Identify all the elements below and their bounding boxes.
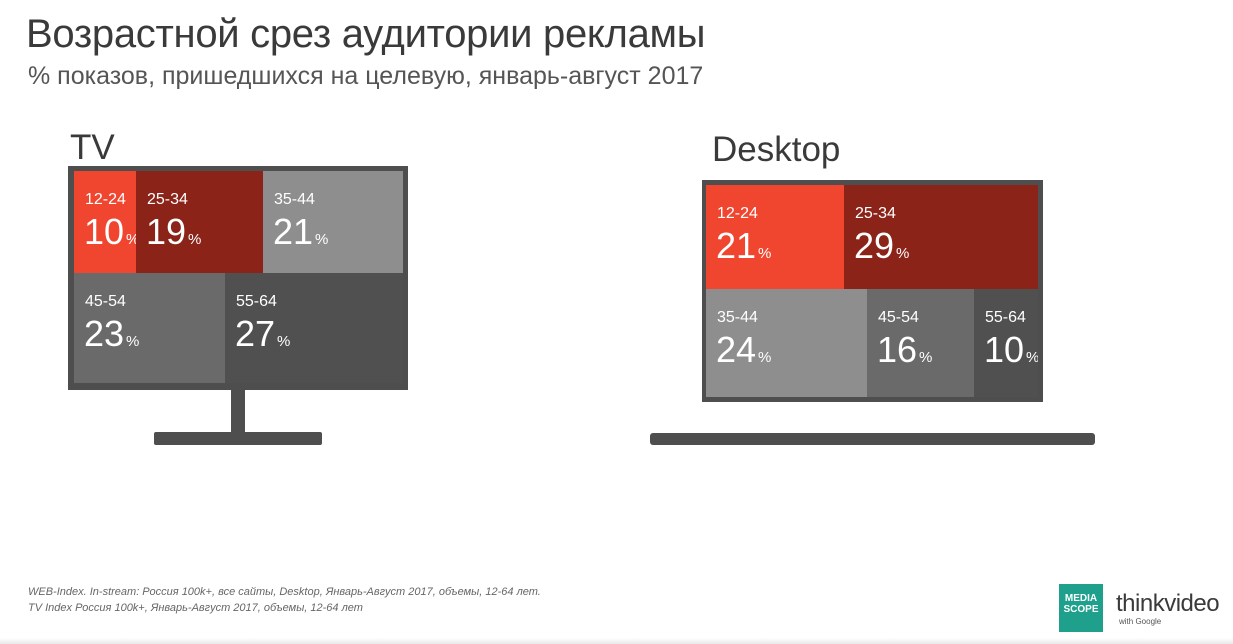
desktop-value-label: 16% (877, 329, 933, 370)
tv-age-label: 25-34 (147, 191, 188, 208)
desktop-label: Desktop (712, 130, 841, 169)
tv-age-label: 55-64 (236, 293, 277, 310)
desktop-age-label: 35-44 (717, 309, 758, 326)
tv-label: TV (70, 128, 115, 167)
tv-age-label: 12-24 (85, 191, 126, 208)
desktop-age-label: 25-34 (855, 205, 896, 222)
tv-screen-frame: 12-24 10% 25-34 19% 35-44 21% 45-54 23% 55-64 27% (68, 166, 408, 390)
mediascope-logo: MEDIA SCOPE (1059, 584, 1103, 632)
desktop-tile-25-34: 25-34 29% (844, 185, 1038, 289)
laptop-base (650, 433, 1095, 445)
desktop-tile-45-54: 45-54 16% (867, 289, 974, 397)
tv-tile-45-54: 45-54 23% (74, 273, 225, 383)
tv-value-label: 10% (84, 211, 136, 252)
desktop-value-label: 21% (716, 225, 772, 266)
thinkvideo-logo: thinkvideo (1116, 590, 1220, 617)
desktop-age-label: 12-24 (717, 205, 758, 222)
tv-stand-neck (231, 390, 245, 434)
bottom-shade (0, 638, 1233, 644)
desktop-tile-55-64: 55-64 10% (974, 289, 1038, 397)
page-subtitle: % показов, пришедшихся на целевую, январ… (28, 62, 704, 90)
tv-age-label: 45-54 (85, 293, 126, 310)
page-title: Возрастной срез аудитории рекламы (26, 12, 706, 56)
tv-tile-55-64: 55-64 27% (225, 273, 403, 383)
desktop-value-label: 24% (716, 329, 772, 370)
thinkvideo-logo-subtitle: with Google (1119, 617, 1162, 626)
desktop-value-label: 29% (854, 225, 910, 266)
desktop-tile-35-44: 35-44 24% (706, 289, 867, 397)
tv-tile-25-34: 25-34 19% (136, 171, 263, 273)
desktop-age-label: 55-64 (985, 309, 1026, 326)
desktop-screen-frame: 12-24 21% 25-34 29% 35-44 24% 45-54 16% 55-64 10% (702, 180, 1043, 402)
tv-value-label: 21% (273, 211, 329, 252)
tv-tile-12-24: 12-24 10% (74, 171, 136, 273)
tv-age-label: 35-44 (274, 191, 315, 208)
tv-value-label: 27% (235, 313, 291, 354)
footnote-web-index: WEB-Index. In-stream: Россия 100k+, все … (28, 586, 541, 598)
desktop-tile-12-24: 12-24 21% (706, 185, 844, 289)
tv-value-label: 19% (146, 211, 202, 252)
desktop-value-label: 10% (984, 329, 1038, 370)
footnote-tv-index: TV Index Россия 100k+, Январь-Август 201… (28, 602, 363, 614)
desktop-age-label: 45-54 (878, 309, 919, 326)
tv-value-label: 23% (84, 313, 140, 354)
tv-tile-35-44: 35-44 21% (263, 171, 403, 273)
tv-stand-base (154, 432, 322, 445)
